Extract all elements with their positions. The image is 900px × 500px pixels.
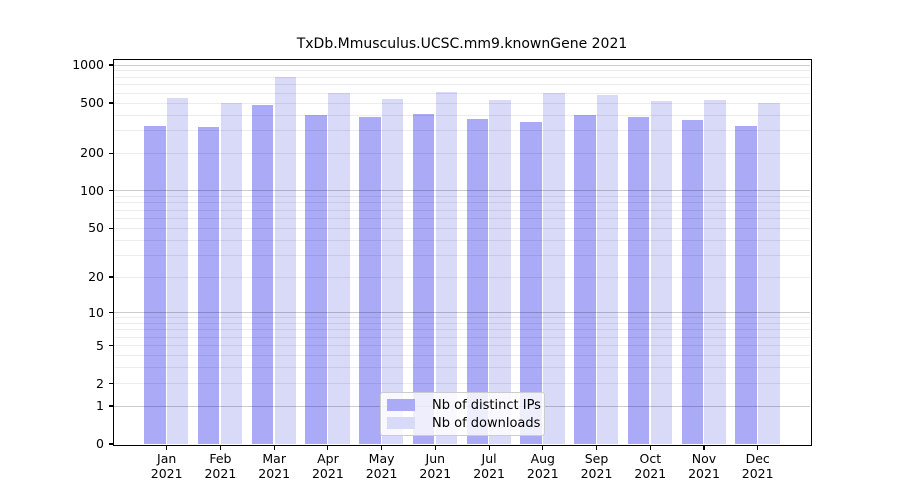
bar-ips-jan xyxy=(144,125,166,444)
y-tick-label-200: 200 xyxy=(80,145,104,161)
bar-ips-jul xyxy=(466,118,489,444)
bar-ips-jun xyxy=(412,113,435,444)
bar-downloads-oct xyxy=(650,100,673,444)
x-tick-label-may: May 2021 xyxy=(365,451,398,481)
legend: Nb of distinct IPs Nb of downloads xyxy=(380,392,545,436)
x-tick-label-oct: Oct 2021 xyxy=(634,451,667,481)
x-tick-jul xyxy=(488,445,490,450)
x-tick-may xyxy=(381,445,383,450)
bar-ips-apr xyxy=(305,115,327,444)
x-tick-jan xyxy=(166,445,168,450)
bar-downloads-feb xyxy=(220,103,243,444)
bar-downloads-mar xyxy=(274,77,296,444)
x-tick-label-jun: Jun 2021 xyxy=(419,451,452,481)
x-tick-apr xyxy=(327,445,329,450)
x-tick-label-jan: Jan 2021 xyxy=(150,451,183,481)
bar-ips-aug xyxy=(520,121,542,444)
y-tick-500 xyxy=(108,102,114,104)
y-tick-1000 xyxy=(108,64,114,66)
x-tick-feb xyxy=(219,445,221,450)
bar-downloads-jun xyxy=(435,92,458,444)
y-tick-200 xyxy=(108,152,114,154)
legend-label-downloads: Nb of downloads xyxy=(432,415,541,431)
legend-item-distinct-ips: Nb of distinct IPs xyxy=(387,399,541,412)
bar-downloads-jan xyxy=(167,97,189,444)
y-tick-5 xyxy=(108,345,114,347)
bar-ips-sep xyxy=(574,114,596,444)
y-tick-label-500: 500 xyxy=(80,95,104,110)
bar-ips-oct xyxy=(627,117,650,444)
y-tick-label-100: 100 xyxy=(80,182,104,198)
y-tick-label-2: 2 xyxy=(96,375,104,391)
legend-swatch-downloads xyxy=(387,417,415,429)
x-tick-label-aug: Aug 2021 xyxy=(526,451,559,481)
chart-title: TxDb.Mmusculus.UCSC.mm9.knownGene 2021 xyxy=(296,36,628,52)
y-tick-label-1: 1 xyxy=(96,398,104,413)
x-tick-oct xyxy=(649,445,651,450)
bar-downloads-dec xyxy=(758,103,780,444)
x-tick-label-feb: Feb 2021 xyxy=(204,451,237,481)
x-tick-dec xyxy=(757,445,759,450)
x-tick-nov xyxy=(703,445,705,450)
y-tick-10 xyxy=(108,311,114,314)
x-tick-label-jul: Jul 2021 xyxy=(473,451,505,481)
y-tick-label-50: 50 xyxy=(88,220,104,236)
plot-area xyxy=(114,60,810,444)
y-tick-1 xyxy=(108,405,114,407)
legend-label-distinct-ips: Nb of distinct IPs xyxy=(432,397,541,413)
legend-item-downloads: Nb of downloads xyxy=(387,417,540,430)
bar-downloads-sep xyxy=(596,94,619,444)
y-tick-100 xyxy=(108,190,114,192)
bar-ips-nov xyxy=(681,120,703,444)
y-tick-label-20: 20 xyxy=(88,269,104,284)
x-tick-label-sep: Sep 2021 xyxy=(580,451,613,481)
bar-ips-mar xyxy=(251,105,274,444)
x-tick-aug xyxy=(542,445,544,450)
x-tick-label-mar: Mar 2021 xyxy=(258,451,291,481)
y-tick-label-1000: 1000 xyxy=(72,57,104,72)
bar-downloads-may xyxy=(382,98,404,444)
bar-downloads-jul xyxy=(489,100,511,444)
x-tick-jun xyxy=(434,445,436,450)
bar-downloads-aug xyxy=(543,93,565,444)
legend-swatch-distinct-ips xyxy=(387,399,415,411)
x-tick-mar xyxy=(273,445,275,450)
bars-layer xyxy=(114,60,810,444)
bar-downloads-apr xyxy=(328,93,350,444)
y-tick-2 xyxy=(108,383,114,385)
y-tick-label-0: 0 xyxy=(96,436,104,451)
x-tick-sep xyxy=(595,445,598,450)
x-tick-label-dec: Dec 2021 xyxy=(741,451,774,481)
bar-ips-dec xyxy=(735,125,757,444)
bar-ips-feb xyxy=(198,127,220,444)
y-tick-label-10: 10 xyxy=(88,304,104,320)
bar-downloads-nov xyxy=(704,99,726,444)
y-tick-label-5: 5 xyxy=(96,337,104,353)
y-tick-50 xyxy=(108,227,114,229)
x-tick-label-nov: Nov 2021 xyxy=(688,451,720,481)
x-tick-label-apr: Apr 2021 xyxy=(311,451,344,481)
y-tick-0 xyxy=(108,443,114,445)
y-tick-20 xyxy=(108,276,114,278)
bar-ips-may xyxy=(359,117,381,444)
